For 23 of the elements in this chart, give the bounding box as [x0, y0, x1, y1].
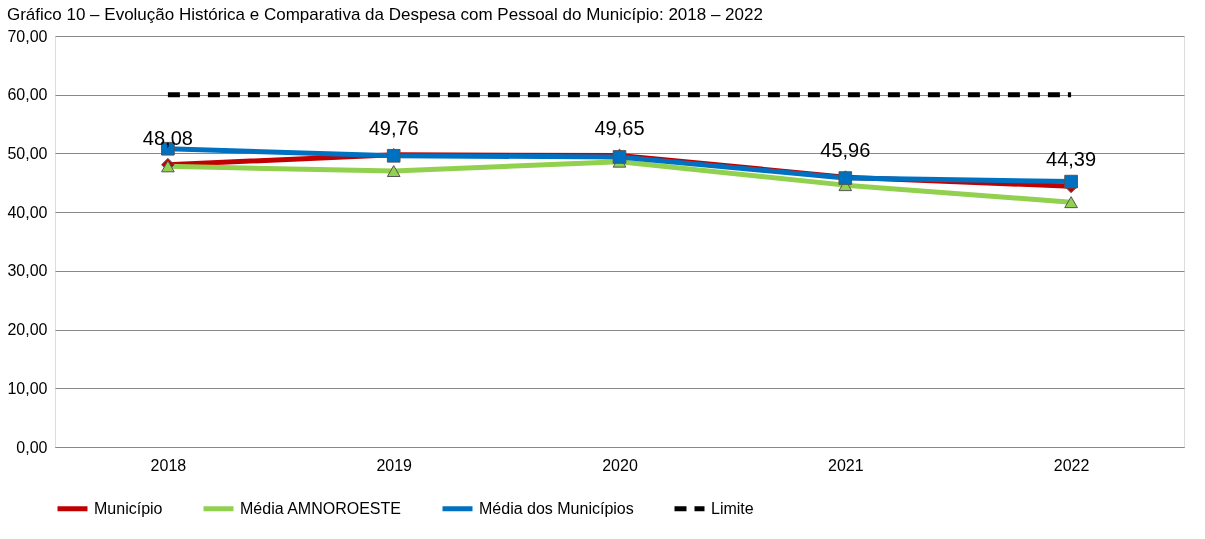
x-tick-label: 2020	[602, 456, 638, 474]
legend-label: Município	[94, 499, 163, 517]
y-tick-label: 0,00	[16, 438, 48, 456]
y-tick-label: 20,00	[7, 321, 48, 339]
data-label: 49,76	[368, 116, 419, 139]
legend-label: Média dos Municípios	[479, 499, 634, 517]
data-label: 45,96	[820, 139, 871, 162]
x-tick-label: 2019	[376, 456, 413, 474]
data-label: 49,65	[594, 117, 645, 140]
data-label: 48,08	[142, 126, 193, 149]
y-tick-label: 70,00	[7, 27, 48, 45]
x-tick-label: 2021	[828, 456, 864, 474]
legend-label: Média AMNOROESTE	[240, 499, 401, 517]
x-tick-label: 2018	[150, 456, 187, 474]
data-label: 44,39	[1046, 148, 1097, 171]
y-tick-label: 30,00	[7, 262, 48, 280]
y-tick-label: 10,00	[7, 379, 48, 397]
y-tick-label: 60,00	[7, 86, 48, 104]
legend-label: Limite	[711, 499, 754, 517]
x-tick-label: 2022	[1053, 456, 1090, 474]
y-tick-label: 40,00	[7, 203, 48, 221]
chart-title: Gráfico 10 – Evolução Histórica e Comparativa da Despesa com Pessoal do Município: 2018 – 2022	[6, 5, 763, 24]
y-tick-label: 50,00	[7, 144, 48, 162]
